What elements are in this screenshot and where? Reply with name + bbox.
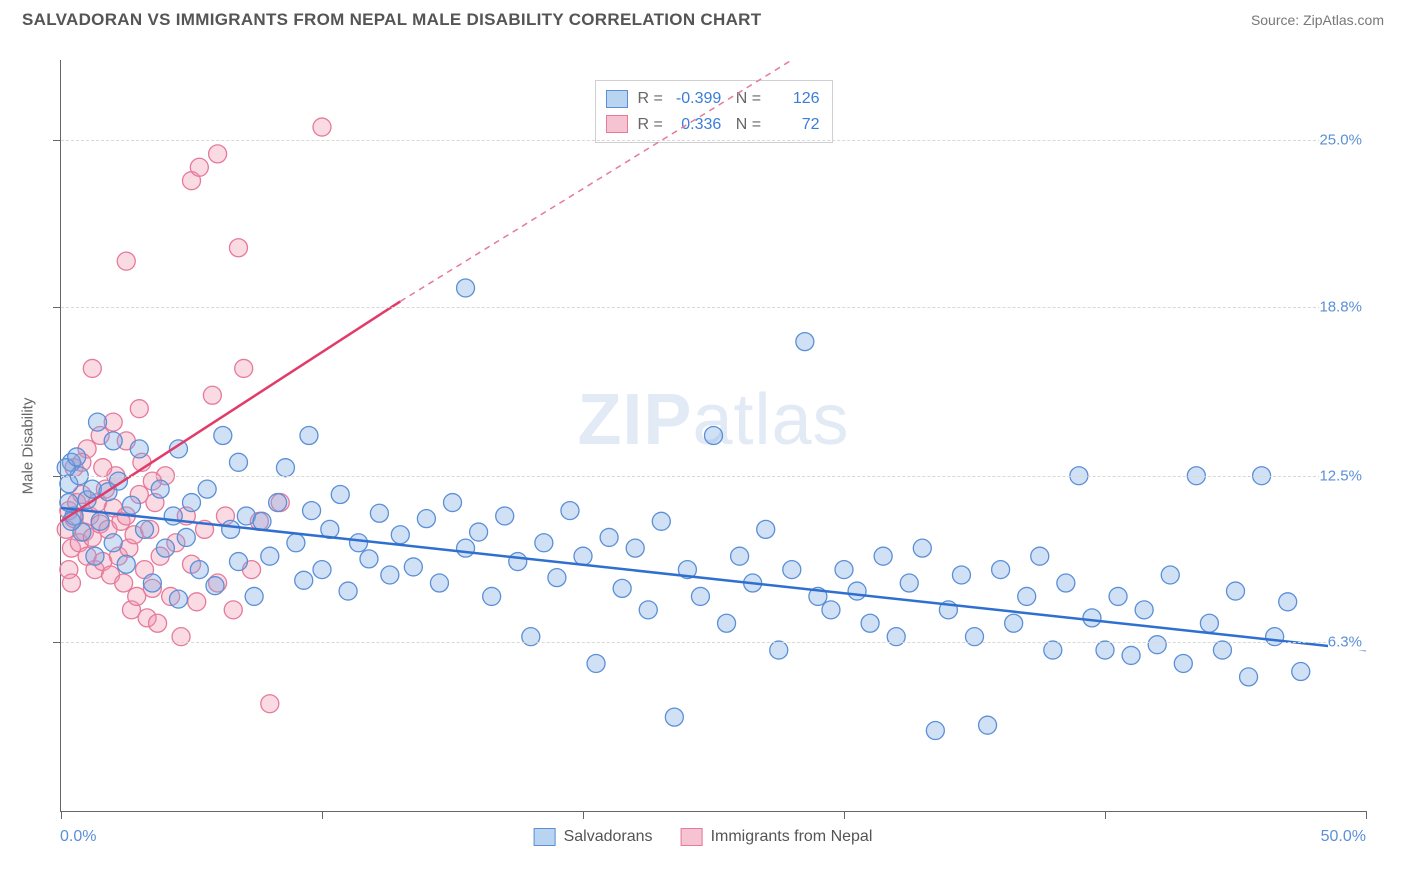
y-axis-title: Male Disability [20,398,37,495]
legend-label-1: Immigrants from Nepal [711,828,873,846]
legend-item-0: Salvadorans [534,828,653,846]
legend-swatch-1 [681,828,703,846]
legend-swatch-0 [534,828,556,846]
bottom-legend: Salvadorans Immigrants from Nepal [534,828,873,846]
x-axis-min-label: 0.0% [60,828,96,846]
plot-area: ZIPatlas R = -0.399 N = 126 R = 0.336 N … [60,60,1366,812]
chart-source: Source: ZipAtlas.com [1251,12,1384,28]
chart-container: Male Disability ZIPatlas R = -0.399 N = … [20,40,1386,852]
legend-label-0: Salvadorans [564,828,653,846]
plot-svg [61,60,1366,811]
y-tick-label: 12.5% [1319,467,1368,484]
chart-title: SALVADORAN VS IMMIGRANTS FROM NEPAL MALE… [22,10,761,30]
legend-item-1: Immigrants from Nepal [681,828,873,846]
y-tick-label: 18.8% [1319,298,1368,315]
x-axis-max-label: 50.0% [1321,828,1366,846]
y-tick-label: 6.3% [1328,634,1368,651]
y-tick-label: 25.0% [1319,132,1368,149]
